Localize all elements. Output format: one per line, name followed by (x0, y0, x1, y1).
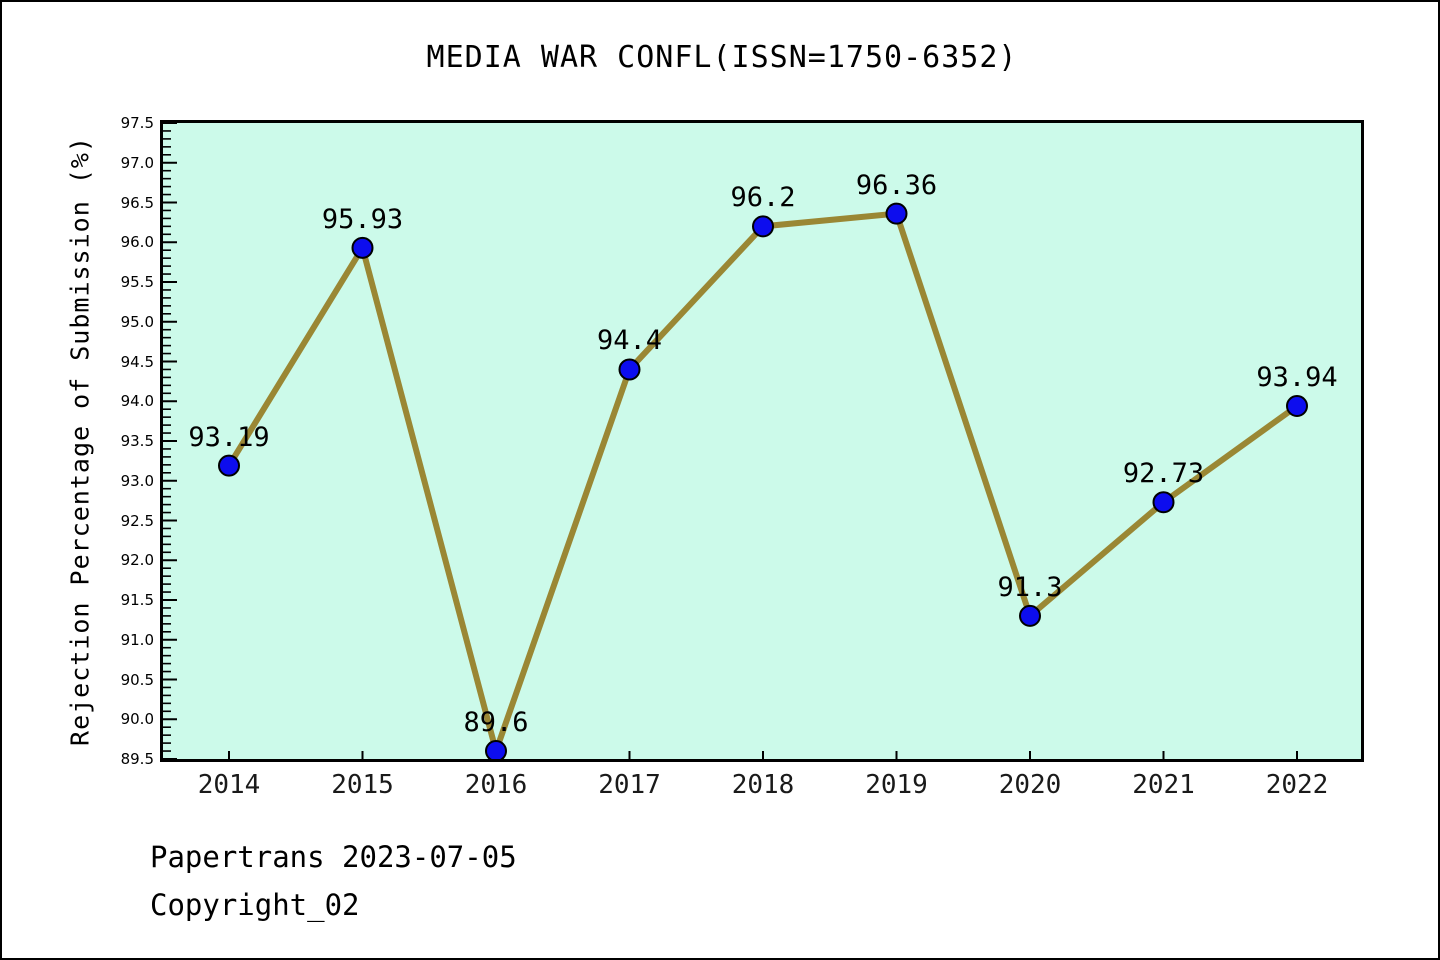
y-tick-label: 94.0 (120, 392, 154, 411)
data-point-marker (218, 454, 240, 477)
data-point-label: 96.36 (855, 169, 938, 201)
data-point-label: 93.19 (188, 421, 270, 453)
line-plot (163, 123, 1308, 759)
x-tick-label: 2022 (1265, 770, 1329, 800)
data-point-label: 89.6 (463, 707, 529, 739)
data-point-label: 94.4 (596, 325, 663, 357)
data-point-label: 93.94 (1256, 362, 1338, 394)
y-tick-label: 96.0 (120, 233, 154, 252)
y-tick-label: 90.5 (120, 670, 154, 689)
chart-title: MEDIA WAR CONFL(ISSN=1750-6352) (426, 40, 1018, 75)
data-point-label: 95.93 (321, 203, 404, 235)
data-point-marker (885, 202, 908, 225)
y-tick-label: 95.5 (120, 273, 154, 291)
y-tick-label: 96.5 (120, 193, 154, 212)
data-point-marker (618, 358, 641, 381)
y-tick-label: 92.5 (120, 511, 154, 530)
y-tick-label: 93.0 (120, 471, 154, 490)
footer-source-date: Papertrans 2023-07-05 (150, 840, 517, 874)
x-tick-label: 2017 (598, 770, 661, 800)
data-point-marker (752, 215, 774, 238)
data-point-label: 91.3 (997, 571, 1063, 603)
y-tick-label: 91.5 (120, 591, 154, 609)
x-tick-label: 2014 (197, 770, 261, 800)
data-point-label: 92.73 (1122, 458, 1205, 490)
y-tick-label: 95.0 (120, 312, 154, 331)
y-tick-label: 97.5 (120, 114, 154, 132)
x-tick-label: 2019 (865, 770, 928, 800)
data-point-marker (485, 740, 507, 759)
x-tick-label: 2016 (464, 770, 528, 800)
data-point-marker (1286, 395, 1308, 418)
footer-copyright: Copyright_02 (150, 888, 360, 922)
data-point-marker (1019, 604, 1041, 627)
x-tick-label: 2021 (1132, 770, 1195, 800)
x-tick-label: 2020 (998, 770, 1062, 800)
y-tick-label: 91.0 (120, 630, 154, 649)
y-tick-label: 93.5 (120, 432, 154, 450)
y-tick-label: 92.0 (120, 551, 154, 570)
data-point-label: 96.2 (730, 182, 796, 214)
y-tick-label: 89.5 (120, 750, 154, 768)
y-tick-label: 90.0 (120, 710, 154, 729)
x-tick-label: 2018 (731, 770, 795, 800)
data-point-marker (351, 236, 374, 259)
y-axis-label: Rejection Percentage of Submission (%) (65, 136, 95, 746)
y-tick-label: 97.0 (120, 153, 154, 172)
x-tick-label: 2015 (331, 770, 394, 800)
plot-area: 93.19 95.93 89.6 94.4 96.2 96.36 91.3 92.73 93.9… (160, 120, 1364, 762)
data-point-marker (1152, 491, 1175, 514)
y-tick-label: 94.5 (120, 352, 154, 371)
